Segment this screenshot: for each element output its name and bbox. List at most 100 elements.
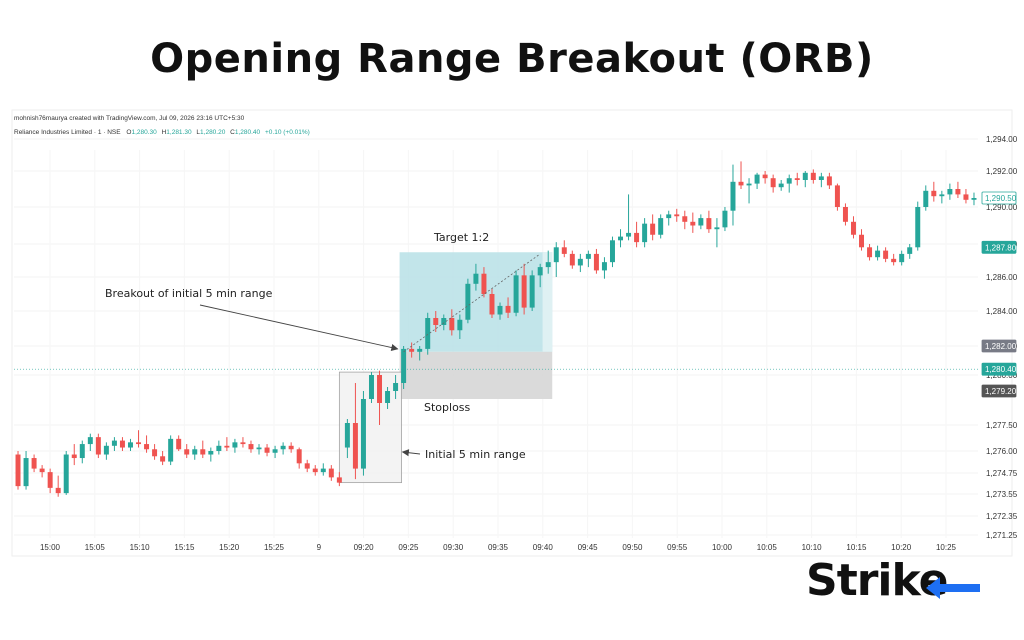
close-value: 1,280.40	[235, 129, 261, 136]
price-badge	[981, 339, 1017, 353]
x-tick-label: 10:20	[891, 543, 912, 552]
y-tick-label: 1,286.00	[986, 273, 1018, 282]
price-badge-label: 1,282.00	[985, 342, 1017, 351]
candle-body	[39, 468, 45, 473]
candle-body	[168, 438, 174, 462]
candle-body	[320, 468, 326, 473]
candle-body	[842, 207, 848, 222]
candle-body	[939, 194, 945, 197]
initial-range-arrow	[401, 449, 421, 457]
y-tick-label: 1,271.25	[986, 531, 1018, 540]
candle-body	[248, 444, 254, 450]
candle-body	[95, 437, 101, 455]
x-tick-label: 09:35	[488, 543, 509, 552]
candle-body	[15, 454, 21, 487]
candle-body	[87, 437, 93, 445]
candle-body	[256, 447, 262, 450]
candle-body	[368, 375, 374, 399]
change-value: +0.10 (+0.01%)	[265, 129, 310, 136]
low-value: 1,280.20	[200, 129, 226, 136]
candle-body	[136, 442, 142, 445]
candle-body	[457, 319, 463, 331]
candle-body	[899, 253, 905, 263]
candle-body	[401, 348, 407, 383]
candle-body	[714, 227, 720, 230]
candle-body	[553, 247, 559, 263]
symbol-name: Reliance Industries Limited · 1 · NSE	[14, 129, 121, 136]
candle-body	[915, 207, 921, 248]
candle-body	[208, 451, 214, 455]
candle-body	[545, 262, 551, 268]
candle-body	[963, 194, 969, 200]
x-tick-label: 10:05	[757, 543, 778, 552]
candle-body	[569, 253, 575, 266]
y-tick-label: 1,292.00	[986, 167, 1018, 176]
zone-layer	[14, 252, 978, 484]
candle-body	[931, 190, 937, 197]
price-badge	[981, 240, 1017, 254]
y-tick-label: 1,272.35	[986, 512, 1018, 521]
target-label: Target 1:2	[433, 231, 489, 244]
candle-body	[103, 445, 109, 455]
strike-logo: Strike	[806, 555, 948, 606]
candle-body	[585, 253, 591, 259]
x-tick-label: 15:20	[219, 543, 240, 552]
high-value: 1,281.30	[166, 129, 192, 136]
breakout-arrow	[199, 304, 399, 352]
candle-body	[682, 216, 688, 222]
y-tick-label: 1,273.55	[986, 490, 1018, 499]
candle-body	[561, 247, 567, 254]
y-tick-label: 1,274.75	[986, 469, 1018, 478]
close-label: C	[230, 129, 235, 136]
x-tick-label: 10:25	[936, 543, 957, 552]
y-tick-label: 1,290.00	[986, 203, 1018, 212]
candle-body	[642, 223, 648, 243]
candle-body	[738, 181, 744, 186]
candle-body	[947, 189, 953, 195]
candle-body	[63, 454, 69, 494]
candle-body	[160, 456, 166, 462]
candle-body	[850, 221, 856, 235]
candle-body	[505, 305, 511, 313]
candle-body	[119, 440, 125, 448]
candle-body	[47, 472, 53, 488]
chart-symbol-line: Reliance Industries Limited · 1 · NSE O1…	[14, 129, 310, 136]
x-tick-label: 9	[317, 543, 322, 552]
candle-body	[184, 449, 190, 455]
candle-body	[288, 445, 294, 450]
candle-body	[111, 440, 117, 446]
candle-body	[232, 442, 238, 448]
candle-body	[144, 444, 150, 450]
candle-body	[810, 172, 816, 180]
candle-body	[272, 449, 278, 453]
price-badge	[981, 384, 1017, 398]
candle-body	[770, 178, 776, 188]
candle-body	[577, 258, 583, 266]
price-badge	[981, 362, 1017, 376]
x-tick-label: 15:05	[85, 543, 106, 552]
candle-body	[176, 438, 182, 450]
candle-body	[240, 442, 246, 445]
candle-body	[192, 449, 198, 455]
x-tick-label: 15:15	[174, 543, 195, 552]
y-tick-label: 1,277.50	[986, 421, 1018, 430]
candle-body	[336, 477, 342, 483]
candle-body	[224, 445, 230, 448]
candle-body	[746, 183, 752, 186]
price-badge-label: 1,287.80	[985, 243, 1017, 252]
x-tick-label: 10:15	[846, 543, 867, 552]
candle-body	[473, 273, 479, 284]
y-tick-label: 1,284.00	[986, 307, 1018, 316]
arrow-logo-icon	[926, 577, 980, 599]
target-trend-line	[403, 253, 541, 353]
open-value: 1,280.30	[131, 129, 157, 136]
price-badge-label: 1,280.40	[985, 365, 1017, 374]
candle-body	[658, 218, 664, 235]
candle-body	[385, 391, 391, 403]
candle-body	[786, 178, 792, 184]
candle-body	[802, 172, 808, 180]
candle-body	[521, 275, 527, 308]
candle-body	[216, 445, 222, 451]
breakout-label: Breakout of initial 5 min range	[105, 287, 273, 300]
